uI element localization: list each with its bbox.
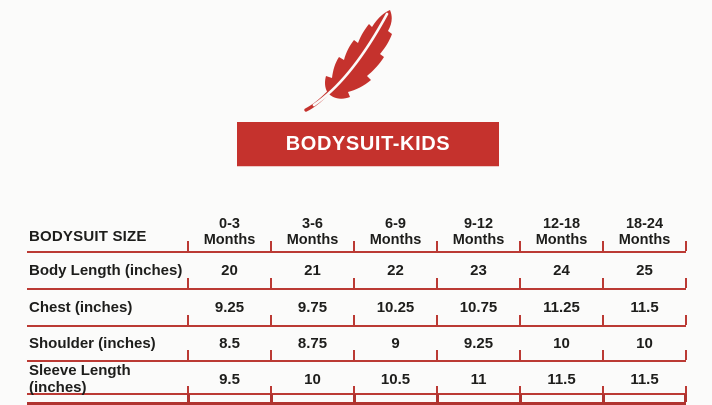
- col-range: 3-6: [302, 215, 323, 232]
- cell-value: 9.75: [270, 290, 354, 325]
- row-label: Chest (inches): [29, 299, 133, 316]
- cell-value: 9.25: [436, 327, 520, 360]
- cell-value: 10: [519, 327, 603, 360]
- cell-value: 10.5: [353, 362, 437, 396]
- table-row-cutoff: [27, 394, 687, 405]
- cell-value: 11.5: [602, 362, 687, 396]
- table-header-row: BODYSUIT SIZE 0-3 Months 3-6 Months 6-9 …: [27, 212, 687, 253]
- cell-value: 8.75: [270, 327, 354, 360]
- cell-value: 11.5: [519, 362, 603, 396]
- banner-title: BODYSUIT-KIDS: [237, 122, 499, 166]
- banner-label: BODYSUIT-KIDS: [285, 132, 451, 155]
- cell-value: 9.5: [187, 362, 271, 396]
- col-header-6-9: 6-9 Months: [353, 212, 437, 251]
- stub-cell: [270, 394, 354, 402]
- row-label: Body Length (inches): [29, 262, 183, 279]
- col-range: 18-24: [625, 215, 664, 232]
- col-unit: Months: [369, 231, 422, 248]
- stub-cell: [519, 394, 603, 402]
- table-row-chest: Chest (inches) 9.25 9.75 10.25 10.75 11.…: [27, 290, 687, 327]
- col-unit: Months: [286, 231, 339, 248]
- cell-value: 24: [519, 253, 603, 288]
- cell-value: 20: [187, 253, 271, 288]
- cell-value: 9: [353, 327, 437, 360]
- col-header-12-18: 12-18 Months: [519, 212, 603, 251]
- cell-value: 10: [270, 362, 354, 396]
- cell-value: 11.5: [602, 290, 687, 325]
- stub-cell: [602, 394, 687, 402]
- cell-value: 9.25: [187, 290, 271, 325]
- col-range: 12-18: [542, 215, 581, 232]
- col-range: 0-3: [219, 215, 240, 232]
- table-row-body-length: Body Length (inches) 20 21 22 23 24 25: [27, 253, 687, 290]
- col-range: 6-9: [385, 215, 406, 232]
- size-chart-table: BODYSUIT SIZE 0-3 Months 3-6 Months 6-9 …: [27, 212, 687, 405]
- cell-value: 10: [602, 327, 687, 360]
- stub-cell: [27, 395, 188, 402]
- col-header-18-24: 18-24 Months: [602, 212, 687, 251]
- cell-value: 8.5: [187, 327, 271, 360]
- row-label: Sleeve Length (inches): [29, 362, 131, 396]
- cell-value: 25: [602, 253, 687, 288]
- cell-value: 22: [353, 253, 437, 288]
- cell-value: 11.25: [519, 290, 603, 325]
- col-range: 9-12: [463, 215, 494, 232]
- corner-header: BODYSUIT SIZE: [29, 228, 147, 245]
- cell-value: 11: [436, 362, 520, 396]
- cell-value: 23: [436, 253, 520, 288]
- col-unit: Months: [452, 231, 505, 248]
- col-unit: Months: [535, 231, 588, 248]
- col-unit: Months: [203, 231, 256, 248]
- table-row-sleeve-length: Sleeve Length (inches) 9.5 10 10.5 11 11…: [27, 362, 687, 396]
- col-header-3-6: 3-6 Months: [270, 212, 354, 251]
- stub-cell: [353, 394, 437, 402]
- stub-cell: [436, 394, 520, 402]
- feather-icon: [298, 4, 422, 114]
- row-label: Shoulder (inches): [29, 335, 156, 352]
- table-row-shoulder: Shoulder (inches) 8.5 8.75 9 9.25 10 10: [27, 327, 687, 362]
- cell-value: 21: [270, 253, 354, 288]
- cell-value: 10.75: [436, 290, 520, 325]
- stub-cell: [187, 394, 271, 402]
- col-header-9-12: 9-12 Months: [436, 212, 520, 251]
- col-unit: Months: [618, 231, 671, 248]
- col-header-0-3: 0-3 Months: [187, 212, 271, 251]
- cell-value: 10.25: [353, 290, 437, 325]
